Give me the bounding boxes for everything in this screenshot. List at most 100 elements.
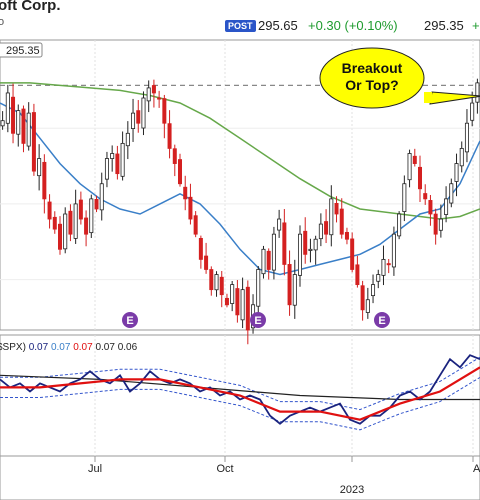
candle-body: [110, 153, 115, 159]
candle-body: [459, 148, 464, 167]
candle-body: [115, 153, 120, 175]
ma-200-line: [0, 82, 480, 220]
candle-body: [344, 231, 349, 240]
rs-legend-value: 0.07: [29, 342, 51, 353]
candle-body: [381, 258, 386, 276]
candle-body: [376, 274, 381, 282]
candle-body: [31, 112, 36, 172]
candle-body: [313, 238, 318, 251]
candle-body: [177, 159, 182, 185]
candle-body: [104, 158, 109, 180]
candle-body: [308, 248, 313, 251]
rs-legend: $SPX) 0.07 0.07 0.07 0.07 0.06: [0, 342, 138, 353]
candle-body: [47, 201, 52, 220]
candle-body: [151, 85, 156, 94]
rs-legend-value: 0.07: [73, 342, 95, 353]
rs-legend-value: 0.07: [51, 342, 73, 353]
earnings-label: E: [126, 315, 133, 327]
candle-body: [0, 120, 5, 127]
candle-body: [125, 132, 130, 147]
callout-text: Breakout: [342, 60, 403, 76]
candle-body: [438, 218, 443, 231]
candle-body: [329, 198, 334, 236]
candle-body: [303, 230, 308, 255]
candle-body: [256, 269, 261, 307]
candle-body: [157, 97, 162, 100]
candle-body: [224, 297, 229, 306]
candle-body: [412, 155, 417, 164]
candle-body: [318, 223, 323, 240]
rs-legend-value: 0.06: [118, 342, 138, 353]
candle-body: [282, 222, 287, 265]
last-change: +: [472, 18, 480, 33]
rs-legend-value: 0.07: [95, 342, 117, 353]
candle-body: [214, 274, 219, 291]
chart-title: oft Corp.: [0, 0, 61, 14]
candle-body: [407, 153, 412, 181]
candle-body: [271, 233, 276, 271]
post-price: 295.65: [258, 18, 298, 33]
candle-body: [277, 218, 282, 231]
chart-header: oft Corp. o POST 295.65 +0.30 (+0.10%) 2…: [0, 0, 480, 40]
x-axis-panel: [0, 455, 480, 500]
candle-body: [219, 276, 224, 296]
candle-body: [204, 255, 209, 270]
x-tick-label: Jul: [88, 463, 102, 475]
candle-body: [324, 221, 329, 235]
earnings-label: E: [378, 315, 385, 327]
callout-joint: [424, 92, 432, 103]
candle-body: [172, 148, 177, 164]
candle-body: [167, 123, 172, 149]
candle-body: [292, 274, 297, 306]
candle-body: [5, 92, 10, 124]
candle-body: [11, 96, 16, 134]
candle-body: [428, 200, 433, 215]
callout-bubble: [319, 47, 425, 109]
earnings-marker: [374, 312, 390, 328]
candle-body: [433, 213, 438, 235]
rs-legend-label: $SPX): [0, 342, 29, 353]
candle-body: [417, 166, 422, 190]
candle-body: [365, 299, 370, 313]
candle-body: [131, 112, 136, 129]
candle-body: [146, 87, 151, 102]
candle-body: [16, 110, 21, 135]
last-price: 295.35: [424, 18, 464, 33]
earnings-marker: [122, 312, 138, 328]
candle-body: [444, 198, 449, 215]
price-tag: 295.35: [6, 45, 40, 57]
earnings-marker: [250, 312, 266, 328]
price-tag-box: [0, 42, 43, 58]
post-change: +0.30 (+0.10%): [308, 18, 398, 33]
candle-body: [94, 198, 99, 210]
candle-body: [183, 186, 188, 200]
candle-body: [84, 217, 89, 235]
rs-ma-line: [0, 366, 480, 421]
candle-body: [42, 161, 47, 200]
candle-body: [449, 183, 454, 204]
x-tick-label: Oct: [216, 463, 233, 475]
candle-body: [188, 196, 193, 220]
candle-body: [68, 210, 73, 235]
candle-body: [235, 288, 240, 316]
candle-body: [371, 284, 376, 297]
candle-body: [198, 237, 203, 260]
candle-body: [470, 102, 475, 121]
candle-body: [350, 238, 355, 270]
rs-line: [0, 354, 480, 425]
candle-body: [339, 208, 344, 235]
candle-body: [73, 203, 78, 239]
candle-body: [99, 183, 104, 211]
candle-body: [402, 183, 407, 212]
candle-body: [454, 163, 459, 182]
candle-body: [475, 82, 480, 103]
candle-body: [141, 97, 146, 129]
chart-subtitle: o: [0, 16, 5, 28]
candle-body: [287, 264, 292, 306]
candle-body: [360, 285, 365, 311]
candle-body: [26, 112, 31, 147]
x-tick-label: 2023: [340, 484, 364, 496]
candle-body: [193, 215, 198, 235]
post-market-badge: POST: [225, 20, 256, 32]
